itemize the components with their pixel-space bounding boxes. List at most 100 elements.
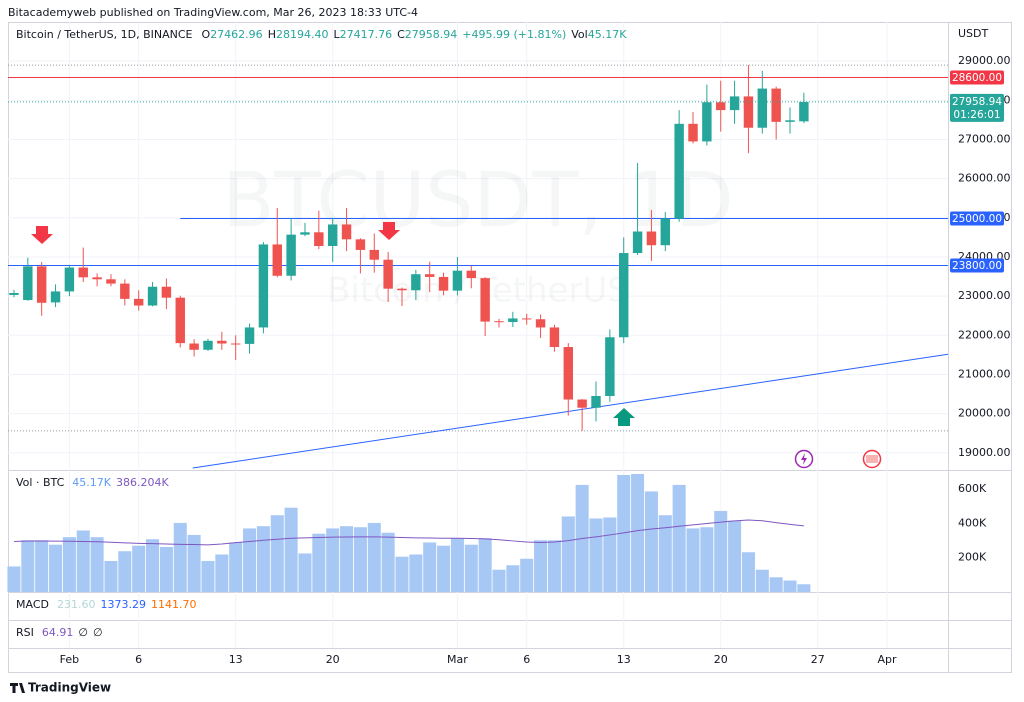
volume-bar (672, 484, 686, 592)
legend-value: 27958.94 (405, 28, 458, 41)
y-tick-label: 21000.00 (958, 367, 1011, 380)
price-line-tag (950, 258, 1004, 273)
page-title: Bitacademyweb published on TradingView.c… (8, 6, 418, 19)
candle-body (619, 253, 629, 338)
volume-bar (132, 545, 146, 592)
candle-body (508, 318, 518, 322)
candle-body (64, 267, 75, 292)
candle-body (244, 327, 255, 344)
volume-bar (561, 516, 575, 592)
volume-bar (201, 560, 215, 592)
candle-body (133, 298, 144, 306)
volume-bar (589, 518, 603, 592)
marks (7, 65, 949, 592)
candle-body (397, 288, 407, 291)
last-price-label: 27958.94 (952, 96, 1002, 108)
candle-body (23, 266, 33, 301)
legend-change: +495.99 (+1.81%) (462, 28, 566, 41)
legend-key: L (333, 28, 340, 41)
candle-body (688, 123, 698, 142)
pane-title: RSI (16, 626, 34, 639)
candle-body (203, 340, 213, 350)
volume-bar (118, 551, 132, 592)
candle-body (563, 347, 573, 400)
pane-legend-value: ∅ (93, 626, 103, 639)
y-tick-label: 26000.00 (958, 172, 1011, 185)
candle-body (161, 286, 172, 298)
candle-body (120, 283, 130, 299)
price-line-label: 25000.00 (952, 213, 1002, 225)
x-tick-label: 20 (326, 653, 340, 666)
last-price-tag (950, 93, 1004, 122)
y-tick-label: 19000.00 (958, 446, 1011, 459)
volume-bar (741, 552, 755, 592)
pane-legend-value: 1141.70 (151, 598, 197, 611)
volume-bar (312, 533, 326, 592)
candle-body (452, 270, 463, 291)
pane-legend: MACD 231.60 1373.29 1141.70 (16, 598, 196, 611)
volume-bar (173, 522, 187, 592)
volume-bar (450, 538, 464, 592)
volume-bar (256, 526, 270, 592)
volume-bar (298, 553, 312, 592)
legend-value: 27462.96 (210, 28, 263, 41)
x-tick-label: 6 (523, 653, 530, 666)
candle-body (9, 292, 19, 295)
volume-bar (658, 515, 672, 592)
volume-bar (769, 577, 783, 592)
volume-bar (506, 565, 520, 592)
x-tick-label: 6 (135, 653, 142, 666)
volume-bar (187, 534, 201, 592)
volume-ma-line (13, 519, 804, 546)
candle-body (50, 291, 61, 303)
y-tick-label: 200K (958, 551, 987, 564)
candle-body (175, 297, 185, 344)
candle-body (300, 232, 310, 235)
pane-legend-value: ∅ (78, 626, 88, 639)
candle-body (314, 232, 324, 246)
candle-body (771, 88, 781, 122)
countdown: 01:26:01 (953, 109, 1000, 121)
volume-bar (229, 542, 243, 592)
volume-bar (700, 527, 714, 592)
candle-body (729, 96, 740, 111)
legend-symbol: Bitcoin / TetherUS, 1D, BINANCE (16, 28, 193, 41)
volume-bar (270, 515, 284, 592)
candle-body (605, 337, 615, 396)
legend-key: C (397, 28, 405, 41)
y-tick-label: 23000.00 (958, 289, 1011, 302)
volume-bar (340, 526, 354, 592)
price-line-label: 28600.00 (952, 72, 1002, 84)
y-tick-label: 20000.00 (958, 407, 1011, 420)
volume-bar (35, 540, 49, 592)
volume-bar (49, 544, 63, 592)
volume-bar (547, 540, 561, 592)
brand-name: TradingView (28, 681, 111, 695)
candle-body (341, 224, 352, 240)
candle-body (424, 274, 435, 277)
x-tick-label: 20 (714, 653, 728, 666)
y-tick-label: 400K (958, 516, 987, 529)
pane-title: Vol · BTC (16, 476, 65, 489)
currency-label: USDT (958, 27, 989, 40)
sell-arrow (378, 222, 400, 240)
volume-bar (409, 554, 423, 592)
candle-body (632, 231, 643, 254)
volume-bar (686, 528, 700, 592)
volume-bar (243, 528, 257, 592)
candle-body (92, 277, 102, 280)
pane-legend-value: 1373.29 (100, 598, 146, 611)
x-tick-label: 13 (229, 653, 243, 666)
candle-body (147, 286, 158, 306)
watermark: BTCUSDT, 1D (222, 155, 733, 244)
volume-bar (714, 510, 728, 592)
candle-body (272, 244, 282, 276)
x-tick-label: Mar (447, 653, 468, 666)
price-line-tag (950, 211, 1004, 226)
legend-value: 27417.76 (340, 28, 393, 41)
volume-bar (90, 537, 104, 592)
pane-legend-value: 386.204K (116, 476, 169, 489)
volume-bar (7, 566, 21, 592)
candle-body (785, 120, 795, 122)
candle-body (78, 267, 88, 278)
